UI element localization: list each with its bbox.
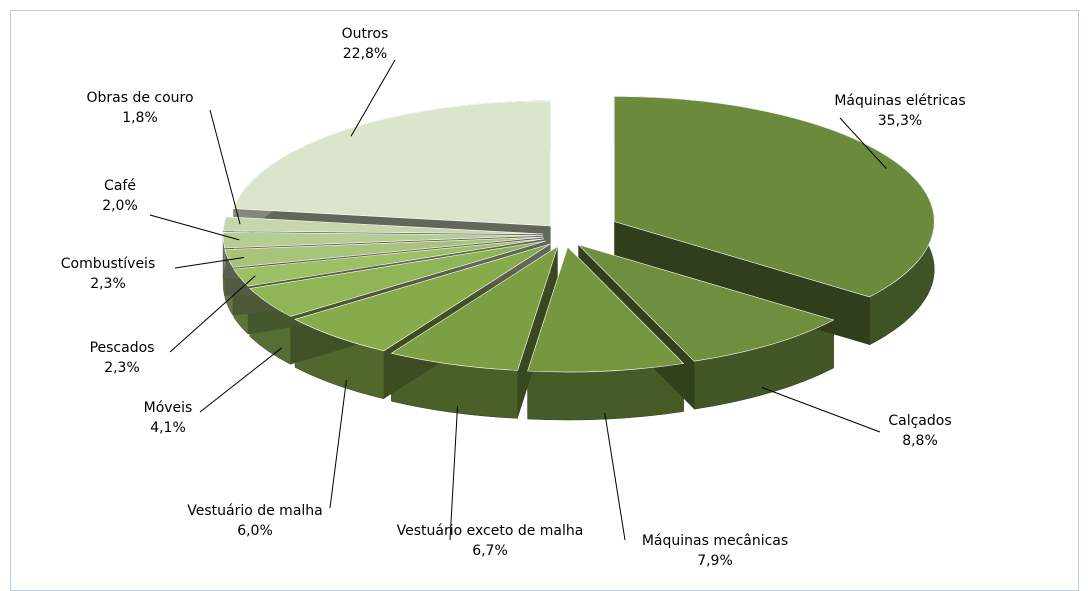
slice — [222, 231, 544, 249]
slice — [613, 96, 935, 298]
slice-value-label: 2,0% — [102, 198, 138, 214]
slice-label: Café — [104, 178, 136, 194]
slice — [578, 244, 835, 362]
slice — [224, 236, 544, 268]
slice-value-label: 6,0% — [237, 523, 273, 539]
slice-label: Máquinas mecânicas — [642, 533, 788, 549]
leader-line — [209, 109, 241, 225]
slice-label: Calçados — [888, 413, 951, 429]
leader-line — [174, 257, 244, 269]
slice-label: Vestuário exceto de malha — [397, 523, 584, 539]
leader-line — [449, 406, 458, 541]
slice-value-label: 2,3% — [90, 276, 126, 292]
slice-value-label: 1,8% — [122, 110, 158, 126]
leader-line — [199, 347, 283, 413]
leader-line — [329, 380, 347, 509]
leader-line — [839, 117, 887, 169]
leader-line — [604, 412, 626, 541]
slice-value-label: 22,8% — [343, 46, 387, 62]
slice-label: Obras de couro — [86, 90, 193, 106]
slice — [294, 243, 551, 352]
slice-value-label: 4,1% — [150, 420, 186, 436]
slice — [233, 238, 545, 287]
leader-line — [169, 275, 256, 353]
slice-value-label: 8,8% — [902, 433, 938, 449]
slice-value-label: 2,3% — [104, 360, 140, 376]
slice-value-label: 35,3% — [878, 113, 922, 129]
slice — [222, 216, 544, 235]
slice — [527, 246, 685, 373]
slice — [390, 245, 559, 371]
leader-line — [761, 386, 881, 433]
slice-label: Máquinas elétricas — [834, 93, 965, 109]
slice-label: Pescados — [90, 340, 155, 356]
slice — [249, 240, 546, 317]
slice-label: Móveis — [144, 400, 193, 416]
slice-value-label: 6,7% — [472, 543, 508, 559]
slice-label: Outros — [342, 26, 389, 42]
leader-line — [149, 214, 240, 241]
slice-value-label: 7,9% — [697, 553, 733, 569]
leader-line — [350, 59, 396, 137]
slice-label: Combustíveis — [61, 256, 156, 272]
slice — [233, 100, 551, 227]
slice-label: Vestuário de malha — [187, 503, 323, 519]
slice-tops — [222, 96, 935, 373]
